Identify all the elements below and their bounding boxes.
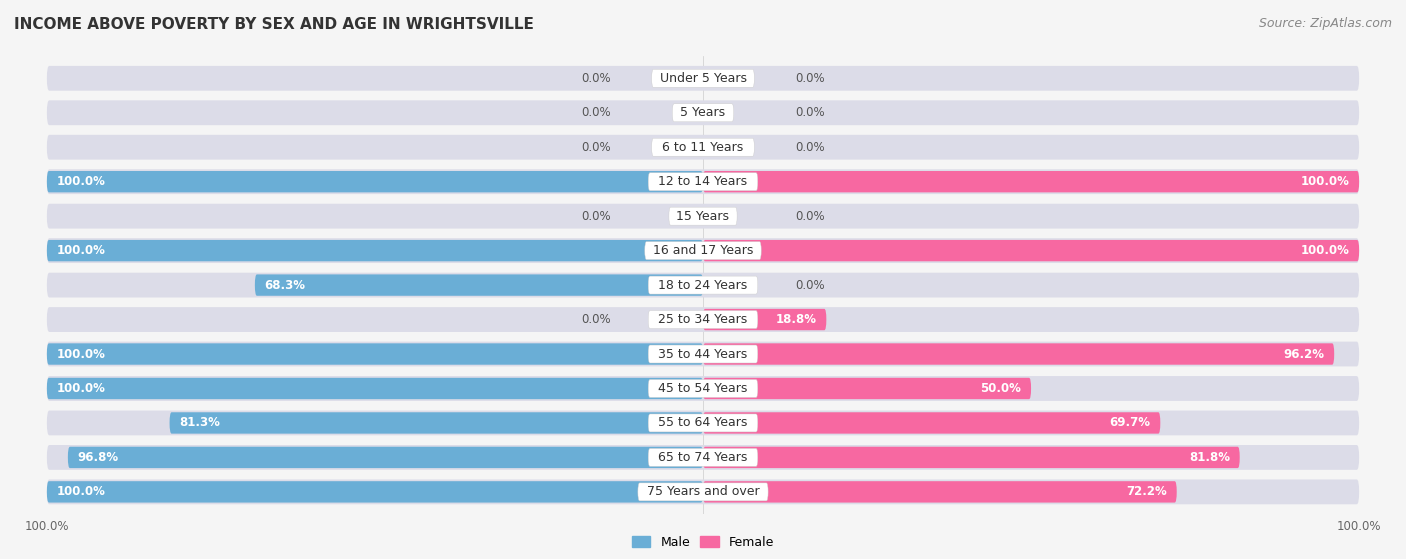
Text: 16 and 17 Years: 16 and 17 Years [652, 244, 754, 257]
Text: 5 Years: 5 Years [681, 106, 725, 119]
FancyBboxPatch shape [651, 69, 755, 87]
FancyBboxPatch shape [703, 343, 1334, 364]
FancyBboxPatch shape [672, 104, 734, 122]
Text: INCOME ABOVE POVERTY BY SEX AND AGE IN WRIGHTSVILLE: INCOME ABOVE POVERTY BY SEX AND AGE IN W… [14, 17, 534, 32]
FancyBboxPatch shape [46, 273, 1360, 297]
Text: 69.7%: 69.7% [1109, 416, 1150, 429]
FancyBboxPatch shape [46, 410, 1360, 435]
FancyBboxPatch shape [703, 240, 1360, 261]
FancyBboxPatch shape [46, 481, 703, 503]
Text: 100.0%: 100.0% [56, 485, 105, 499]
Text: 100.0%: 100.0% [1301, 175, 1350, 188]
FancyBboxPatch shape [645, 241, 761, 259]
FancyBboxPatch shape [46, 203, 1360, 229]
FancyBboxPatch shape [648, 448, 758, 466]
Text: 25 to 34 Years: 25 to 34 Years [658, 313, 748, 326]
FancyBboxPatch shape [651, 138, 755, 156]
Text: 18.8%: 18.8% [776, 313, 817, 326]
FancyBboxPatch shape [46, 240, 703, 261]
Text: 0.0%: 0.0% [582, 210, 612, 222]
FancyBboxPatch shape [46, 238, 1360, 263]
FancyBboxPatch shape [46, 376, 1360, 401]
FancyBboxPatch shape [703, 309, 827, 330]
Text: 0.0%: 0.0% [582, 106, 612, 119]
Text: Under 5 Years: Under 5 Years [659, 72, 747, 85]
Text: 100.0%: 100.0% [56, 244, 105, 257]
Text: 0.0%: 0.0% [794, 141, 824, 154]
Text: 35 to 44 Years: 35 to 44 Years [658, 348, 748, 361]
FancyBboxPatch shape [648, 414, 758, 432]
Text: 50.0%: 50.0% [980, 382, 1021, 395]
FancyBboxPatch shape [703, 481, 1177, 503]
FancyBboxPatch shape [46, 480, 1360, 504]
FancyBboxPatch shape [703, 378, 1031, 399]
Text: 100.0%: 100.0% [56, 382, 105, 395]
FancyBboxPatch shape [46, 171, 703, 192]
Text: 100.0%: 100.0% [56, 348, 105, 361]
FancyBboxPatch shape [638, 483, 768, 501]
FancyBboxPatch shape [46, 307, 1360, 332]
Text: 0.0%: 0.0% [794, 72, 824, 85]
FancyBboxPatch shape [648, 276, 758, 294]
Text: 96.8%: 96.8% [77, 451, 120, 464]
Text: 55 to 64 Years: 55 to 64 Years [658, 416, 748, 429]
Text: 0.0%: 0.0% [794, 106, 824, 119]
FancyBboxPatch shape [46, 66, 1360, 91]
FancyBboxPatch shape [703, 171, 1360, 192]
Text: 0.0%: 0.0% [794, 210, 824, 222]
FancyBboxPatch shape [254, 274, 703, 296]
Text: 65 to 74 Years: 65 to 74 Years [658, 451, 748, 464]
Text: 81.8%: 81.8% [1189, 451, 1230, 464]
FancyBboxPatch shape [46, 343, 703, 364]
FancyBboxPatch shape [46, 342, 1360, 367]
Text: Source: ZipAtlas.com: Source: ZipAtlas.com [1258, 17, 1392, 30]
FancyBboxPatch shape [648, 345, 758, 363]
Text: 0.0%: 0.0% [794, 278, 824, 292]
FancyBboxPatch shape [703, 447, 1240, 468]
Text: 0.0%: 0.0% [582, 72, 612, 85]
Text: 0.0%: 0.0% [582, 141, 612, 154]
Text: 68.3%: 68.3% [264, 278, 305, 292]
Text: 12 to 14 Years: 12 to 14 Years [658, 175, 748, 188]
FancyBboxPatch shape [703, 413, 1160, 434]
FancyBboxPatch shape [648, 311, 758, 329]
Text: 18 to 24 Years: 18 to 24 Years [658, 278, 748, 292]
FancyBboxPatch shape [46, 378, 703, 399]
FancyBboxPatch shape [46, 169, 1360, 194]
Text: 72.2%: 72.2% [1126, 485, 1167, 499]
Text: 81.3%: 81.3% [180, 416, 221, 429]
Text: 45 to 54 Years: 45 to 54 Years [658, 382, 748, 395]
Text: 75 Years and over: 75 Years and over [647, 485, 759, 499]
FancyBboxPatch shape [170, 413, 703, 434]
FancyBboxPatch shape [46, 445, 1360, 470]
Text: 100.0%: 100.0% [1301, 244, 1350, 257]
Text: 96.2%: 96.2% [1284, 348, 1324, 361]
FancyBboxPatch shape [46, 101, 1360, 125]
FancyBboxPatch shape [648, 173, 758, 191]
Legend: Male, Female: Male, Female [627, 531, 779, 554]
FancyBboxPatch shape [67, 447, 703, 468]
Text: 15 Years: 15 Years [676, 210, 730, 222]
FancyBboxPatch shape [46, 135, 1360, 160]
FancyBboxPatch shape [648, 380, 758, 397]
Text: 100.0%: 100.0% [56, 175, 105, 188]
FancyBboxPatch shape [669, 207, 737, 225]
Text: 0.0%: 0.0% [582, 313, 612, 326]
Text: 6 to 11 Years: 6 to 11 Years [662, 141, 744, 154]
